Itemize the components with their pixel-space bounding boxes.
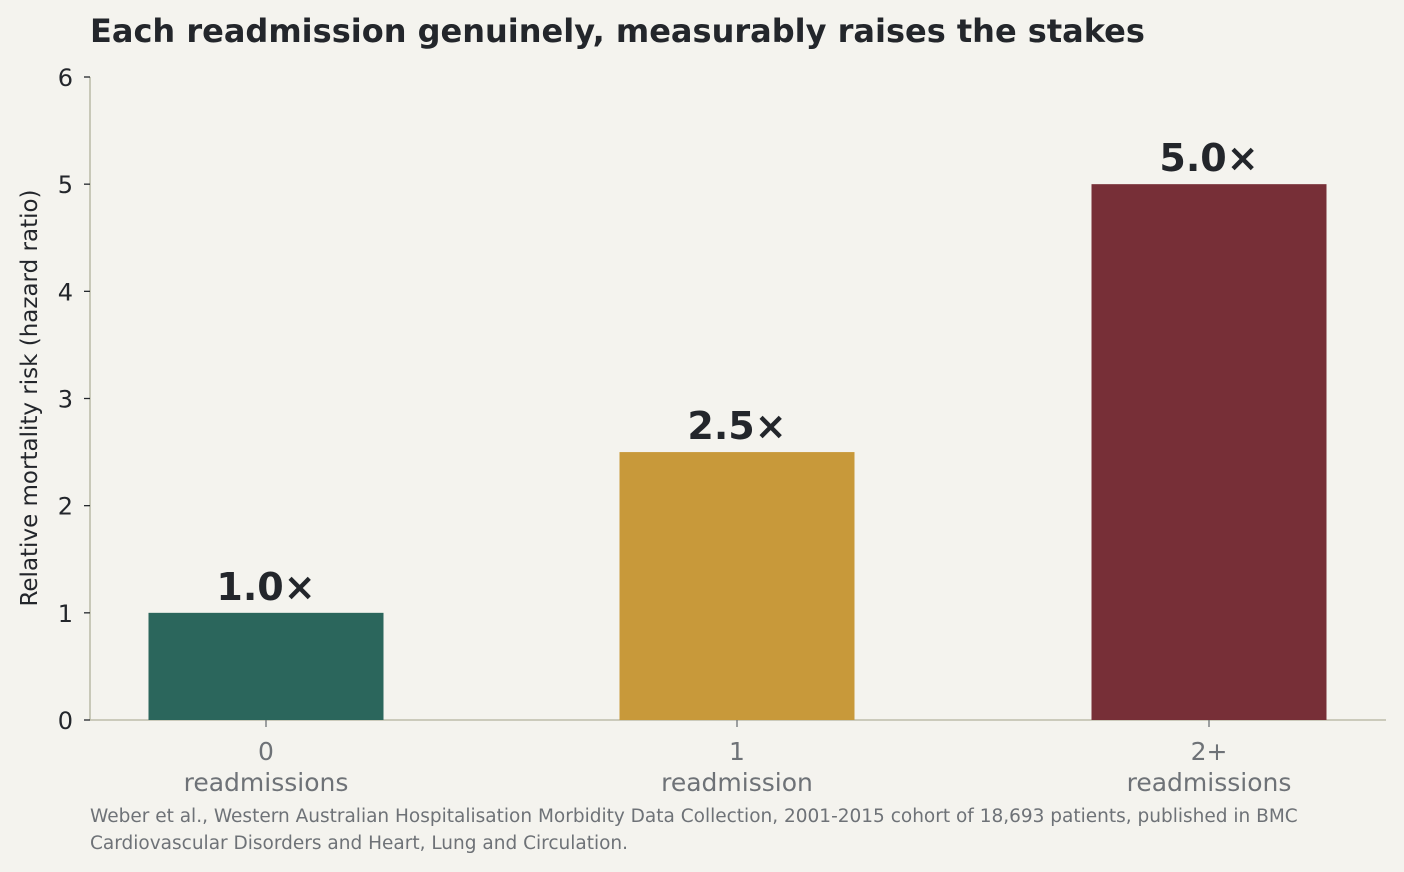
- y-tick-label: 1: [58, 600, 73, 628]
- x-tick-label: 0: [258, 737, 274, 766]
- x-tick-label: 2+: [1191, 737, 1228, 766]
- x-tick-label: readmission: [661, 768, 813, 797]
- data-label: 5.0×: [1159, 136, 1258, 180]
- source-note: Weber et al., Western Australian Hospita…: [90, 806, 1298, 854]
- x-tick-label: 1: [729, 737, 745, 766]
- x-tick-label: readmissions: [1127, 768, 1292, 797]
- x-tick-label: readmissions: [184, 768, 349, 797]
- chart-title: Each readmission genuinely, measurably r…: [90, 12, 1145, 50]
- bar: [1091, 184, 1327, 720]
- y-tick-label: 4: [58, 278, 73, 306]
- data-label: 1.0×: [216, 565, 315, 609]
- y-tick-label: 2: [58, 493, 73, 521]
- y-tick-label: 6: [58, 64, 73, 92]
- y-tick-label: 5: [58, 171, 73, 199]
- bar: [148, 612, 384, 720]
- y-tick-label: 0: [58, 707, 73, 735]
- bar: [619, 452, 855, 720]
- y-tick-label: 3: [58, 386, 73, 414]
- data-label: 2.5×: [687, 404, 786, 448]
